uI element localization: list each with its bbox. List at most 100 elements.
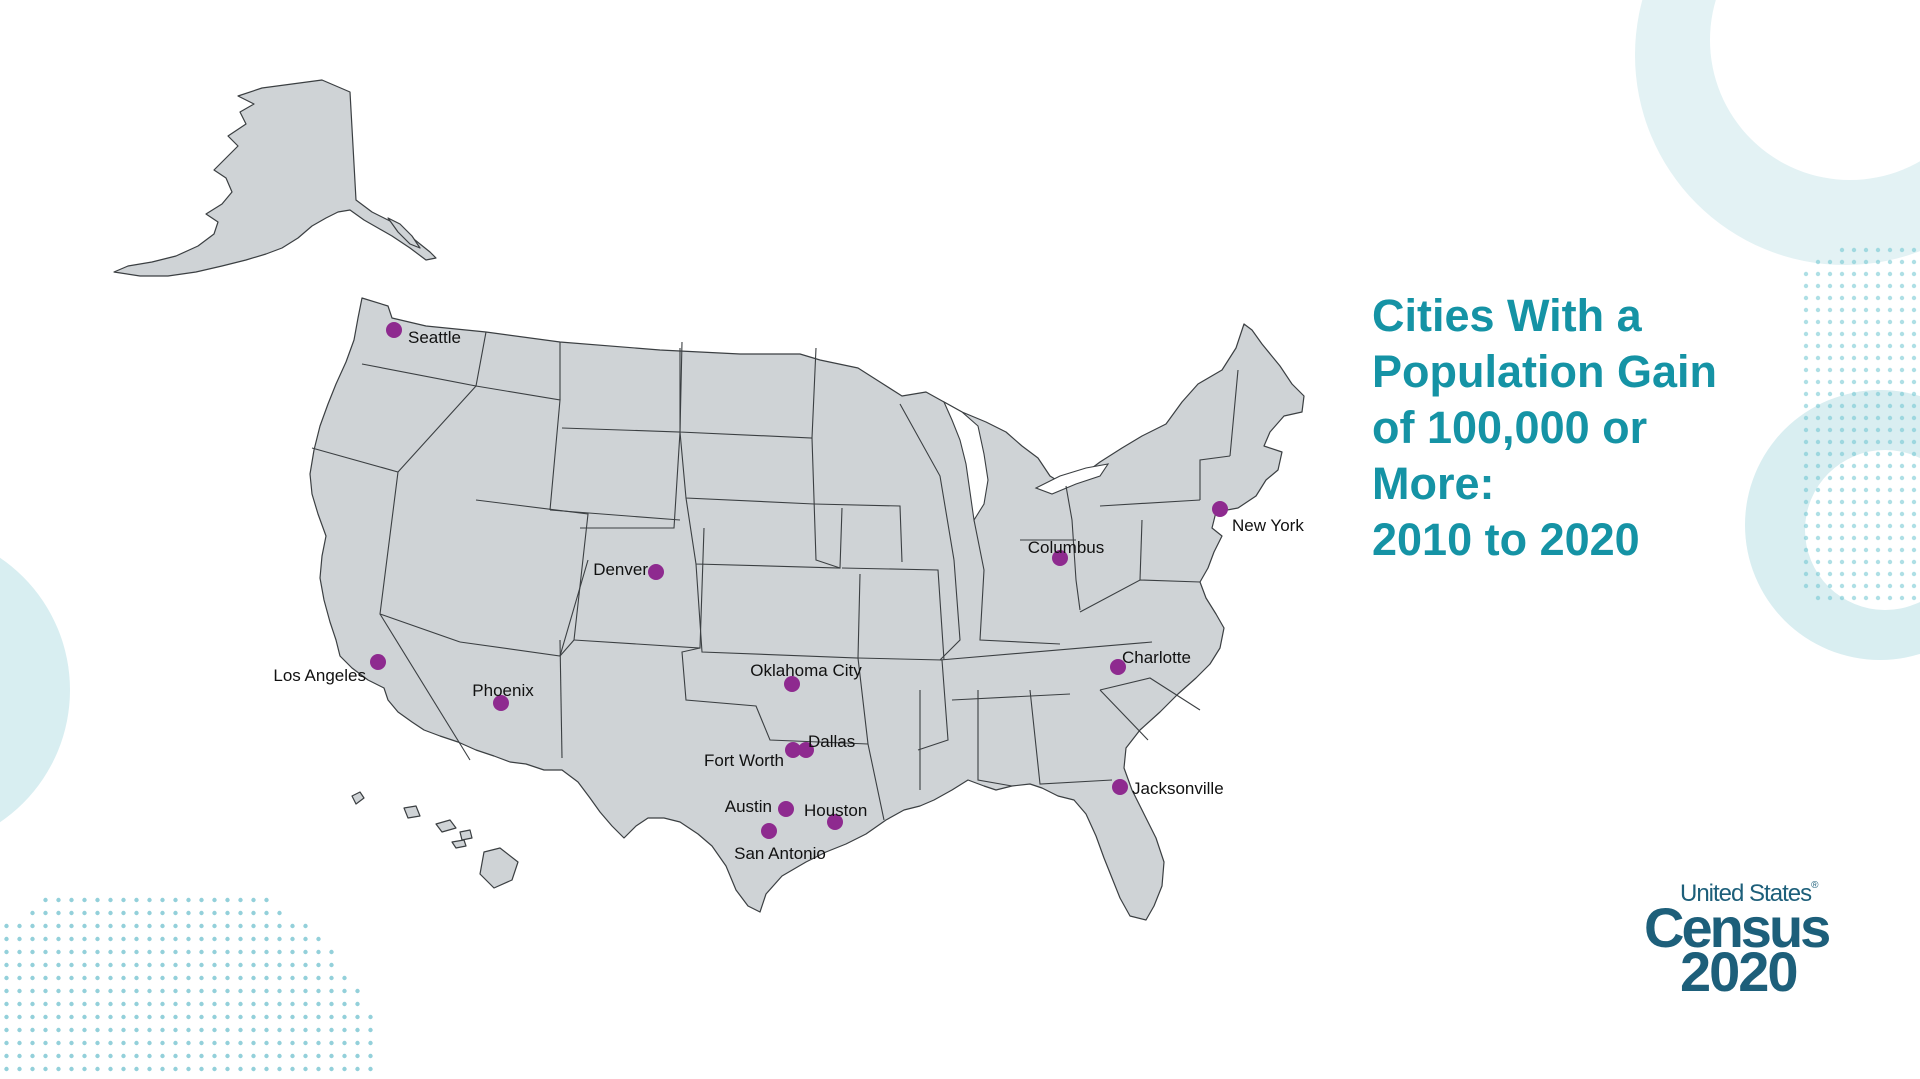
decor-dot xyxy=(186,936,191,942)
decor-dot xyxy=(1887,367,1893,373)
decor-dot xyxy=(17,962,22,968)
decor-dot xyxy=(1899,247,1905,253)
decor-dot xyxy=(17,1027,22,1033)
decor-dot xyxy=(251,1066,256,1072)
decor-dot xyxy=(1827,451,1833,457)
decor-dot xyxy=(56,923,61,929)
decor-dot xyxy=(1827,343,1833,349)
decor-dot xyxy=(1875,391,1881,397)
decor-dot xyxy=(95,1001,100,1007)
decor-dot xyxy=(147,949,152,955)
decor-dot xyxy=(1851,343,1857,349)
city-label-jacksonville: Jacksonville xyxy=(1132,779,1224,798)
decor-dot xyxy=(1803,415,1809,421)
decor-dot xyxy=(173,949,178,955)
decor-dot xyxy=(355,1014,360,1020)
decor-dot xyxy=(82,962,87,968)
decor-dot xyxy=(1851,247,1857,253)
decor-dot xyxy=(225,910,230,916)
census-2020-logo: United States® Census 2020 xyxy=(1640,880,1860,1000)
decor-dot xyxy=(1827,367,1833,373)
decor-dot xyxy=(1863,319,1869,325)
decor-dot xyxy=(1887,439,1893,445)
decor-dot xyxy=(17,923,22,929)
decor-dot xyxy=(1827,295,1833,301)
decor-dot xyxy=(1815,523,1821,529)
decor-dot xyxy=(264,1001,269,1007)
decor-dot xyxy=(1887,355,1893,361)
state-borders xyxy=(311,331,1239,821)
decor-dot xyxy=(303,949,308,955)
decor-dot xyxy=(1875,283,1881,289)
decor-dot xyxy=(134,1053,139,1059)
decor-dot xyxy=(368,1066,373,1072)
decor-dot xyxy=(56,949,61,955)
decor-dot xyxy=(1875,379,1881,385)
decor-dot xyxy=(1815,415,1821,421)
decor-dot xyxy=(1875,331,1881,337)
decor-dot xyxy=(1899,439,1905,445)
decor-dot xyxy=(1863,283,1869,289)
city-dot-seattle xyxy=(386,322,402,338)
city-markers: Seattle Los Angeles Phoenix Denver Oklahoma … xyxy=(273,322,1304,863)
decor-dot xyxy=(43,975,48,981)
decor-dot xyxy=(1815,355,1821,361)
decor-dot xyxy=(1887,271,1893,277)
decor-dot xyxy=(1815,283,1821,289)
decor-dot xyxy=(1815,595,1821,601)
decor-dot xyxy=(1875,487,1881,493)
decor-dot xyxy=(17,936,22,942)
decor-dot xyxy=(1887,595,1893,601)
decor-dot xyxy=(17,1040,22,1046)
decor-dot xyxy=(225,988,230,994)
decor-dot xyxy=(1851,367,1857,373)
decor-dot xyxy=(1839,571,1845,577)
decor-dot xyxy=(1875,583,1881,589)
decor-dot xyxy=(355,988,360,994)
decor-dot xyxy=(316,988,321,994)
decor-dot xyxy=(277,1001,282,1007)
decor-dot xyxy=(1863,367,1869,373)
decor-dot xyxy=(277,1040,282,1046)
decor-dot xyxy=(186,1014,191,1020)
decor-dot xyxy=(186,949,191,955)
decor-dot xyxy=(186,1027,191,1033)
decor-dot xyxy=(238,1001,243,1007)
decor-dot xyxy=(303,923,308,929)
decor-circle-left xyxy=(0,557,70,823)
decor-dot xyxy=(1839,523,1845,529)
decor-dot xyxy=(186,897,191,903)
decor-dot xyxy=(1815,271,1821,277)
city-dot-houston xyxy=(827,814,843,830)
decor-dot xyxy=(95,936,100,942)
decor-dot xyxy=(56,988,61,994)
decor-dot xyxy=(1911,355,1917,361)
decor-dot xyxy=(225,1001,230,1007)
decor-dot xyxy=(1911,259,1917,265)
decor-dot xyxy=(121,1040,126,1046)
decor-dot xyxy=(1803,307,1809,313)
decor-dot xyxy=(121,1066,126,1072)
city-dot-charlotte xyxy=(1110,659,1126,675)
decor-dot xyxy=(108,1001,113,1007)
decor-dot xyxy=(1803,547,1809,553)
city-label-fort-worth: Fort Worth xyxy=(704,751,784,770)
decor-dot xyxy=(1887,571,1893,577)
decor-dot xyxy=(95,1053,100,1059)
decor-dot xyxy=(1839,307,1845,313)
decor-dot xyxy=(173,1014,178,1020)
decor-dot xyxy=(160,1066,165,1072)
decor-dot xyxy=(56,975,61,981)
decor-dot xyxy=(17,1066,22,1072)
decor-dot xyxy=(1875,307,1881,313)
decor-dot xyxy=(251,1014,256,1020)
decor-dot xyxy=(238,1040,243,1046)
decor-dot xyxy=(121,910,126,916)
decor-dot xyxy=(277,988,282,994)
decor-dot xyxy=(1851,403,1857,409)
decor-dot xyxy=(1875,547,1881,553)
lake-erie-shape xyxy=(1034,463,1110,495)
decor-dot xyxy=(82,1053,87,1059)
decor-dot xyxy=(290,923,295,929)
decor-dot xyxy=(121,988,126,994)
